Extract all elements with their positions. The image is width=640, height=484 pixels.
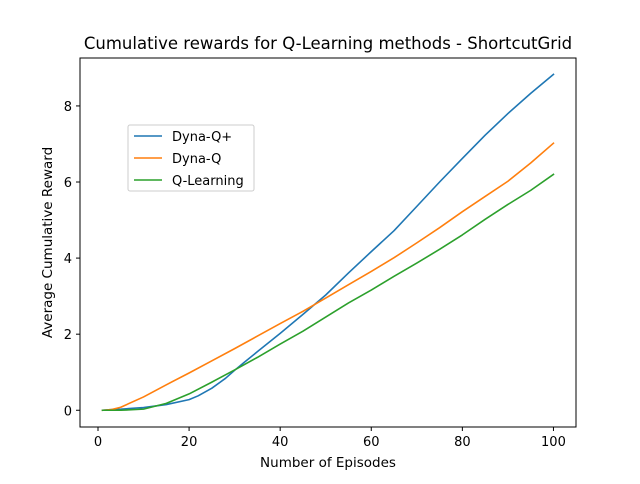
x-tick-label: 100 xyxy=(541,435,566,450)
x-tick-label: 0 xyxy=(94,435,102,450)
series-line-0 xyxy=(101,73,555,412)
x-axis-ticks: 0 20 40 60 80 100 xyxy=(94,427,566,450)
legend-label: Dyna-Q xyxy=(172,152,221,167)
y-axis-ticks: 0 2 4 6 8 xyxy=(64,100,80,419)
x-axis-label: Number of Episodes xyxy=(260,455,396,471)
legend-box xyxy=(127,124,255,192)
series-line-1 xyxy=(101,142,555,412)
y-tick-label: 8 xyxy=(64,100,72,115)
x-tick-label: 40 xyxy=(272,435,289,450)
legend-label: Q-Learning xyxy=(172,174,244,189)
chart-title: Cumulative rewards for Q-Learning method… xyxy=(84,34,572,53)
y-tick-label: 6 xyxy=(64,176,72,191)
x-tick-label: 60 xyxy=(363,435,380,450)
y-axis-label: Average Cumulative Reward xyxy=(40,147,56,338)
legend: Dyna-Q+ Dyna-Q Q-Learning xyxy=(127,124,255,192)
series-line-2 xyxy=(101,173,555,412)
x-tick-label: 80 xyxy=(454,435,471,450)
y-tick-label: 2 xyxy=(64,328,72,343)
legend-label: Dyna-Q+ xyxy=(172,130,232,145)
plot-lines xyxy=(101,73,555,412)
y-tick-label: 0 xyxy=(64,404,72,419)
y-tick-label: 4 xyxy=(64,252,72,267)
plot-frame xyxy=(79,57,577,428)
x-tick-label: 20 xyxy=(181,435,198,450)
